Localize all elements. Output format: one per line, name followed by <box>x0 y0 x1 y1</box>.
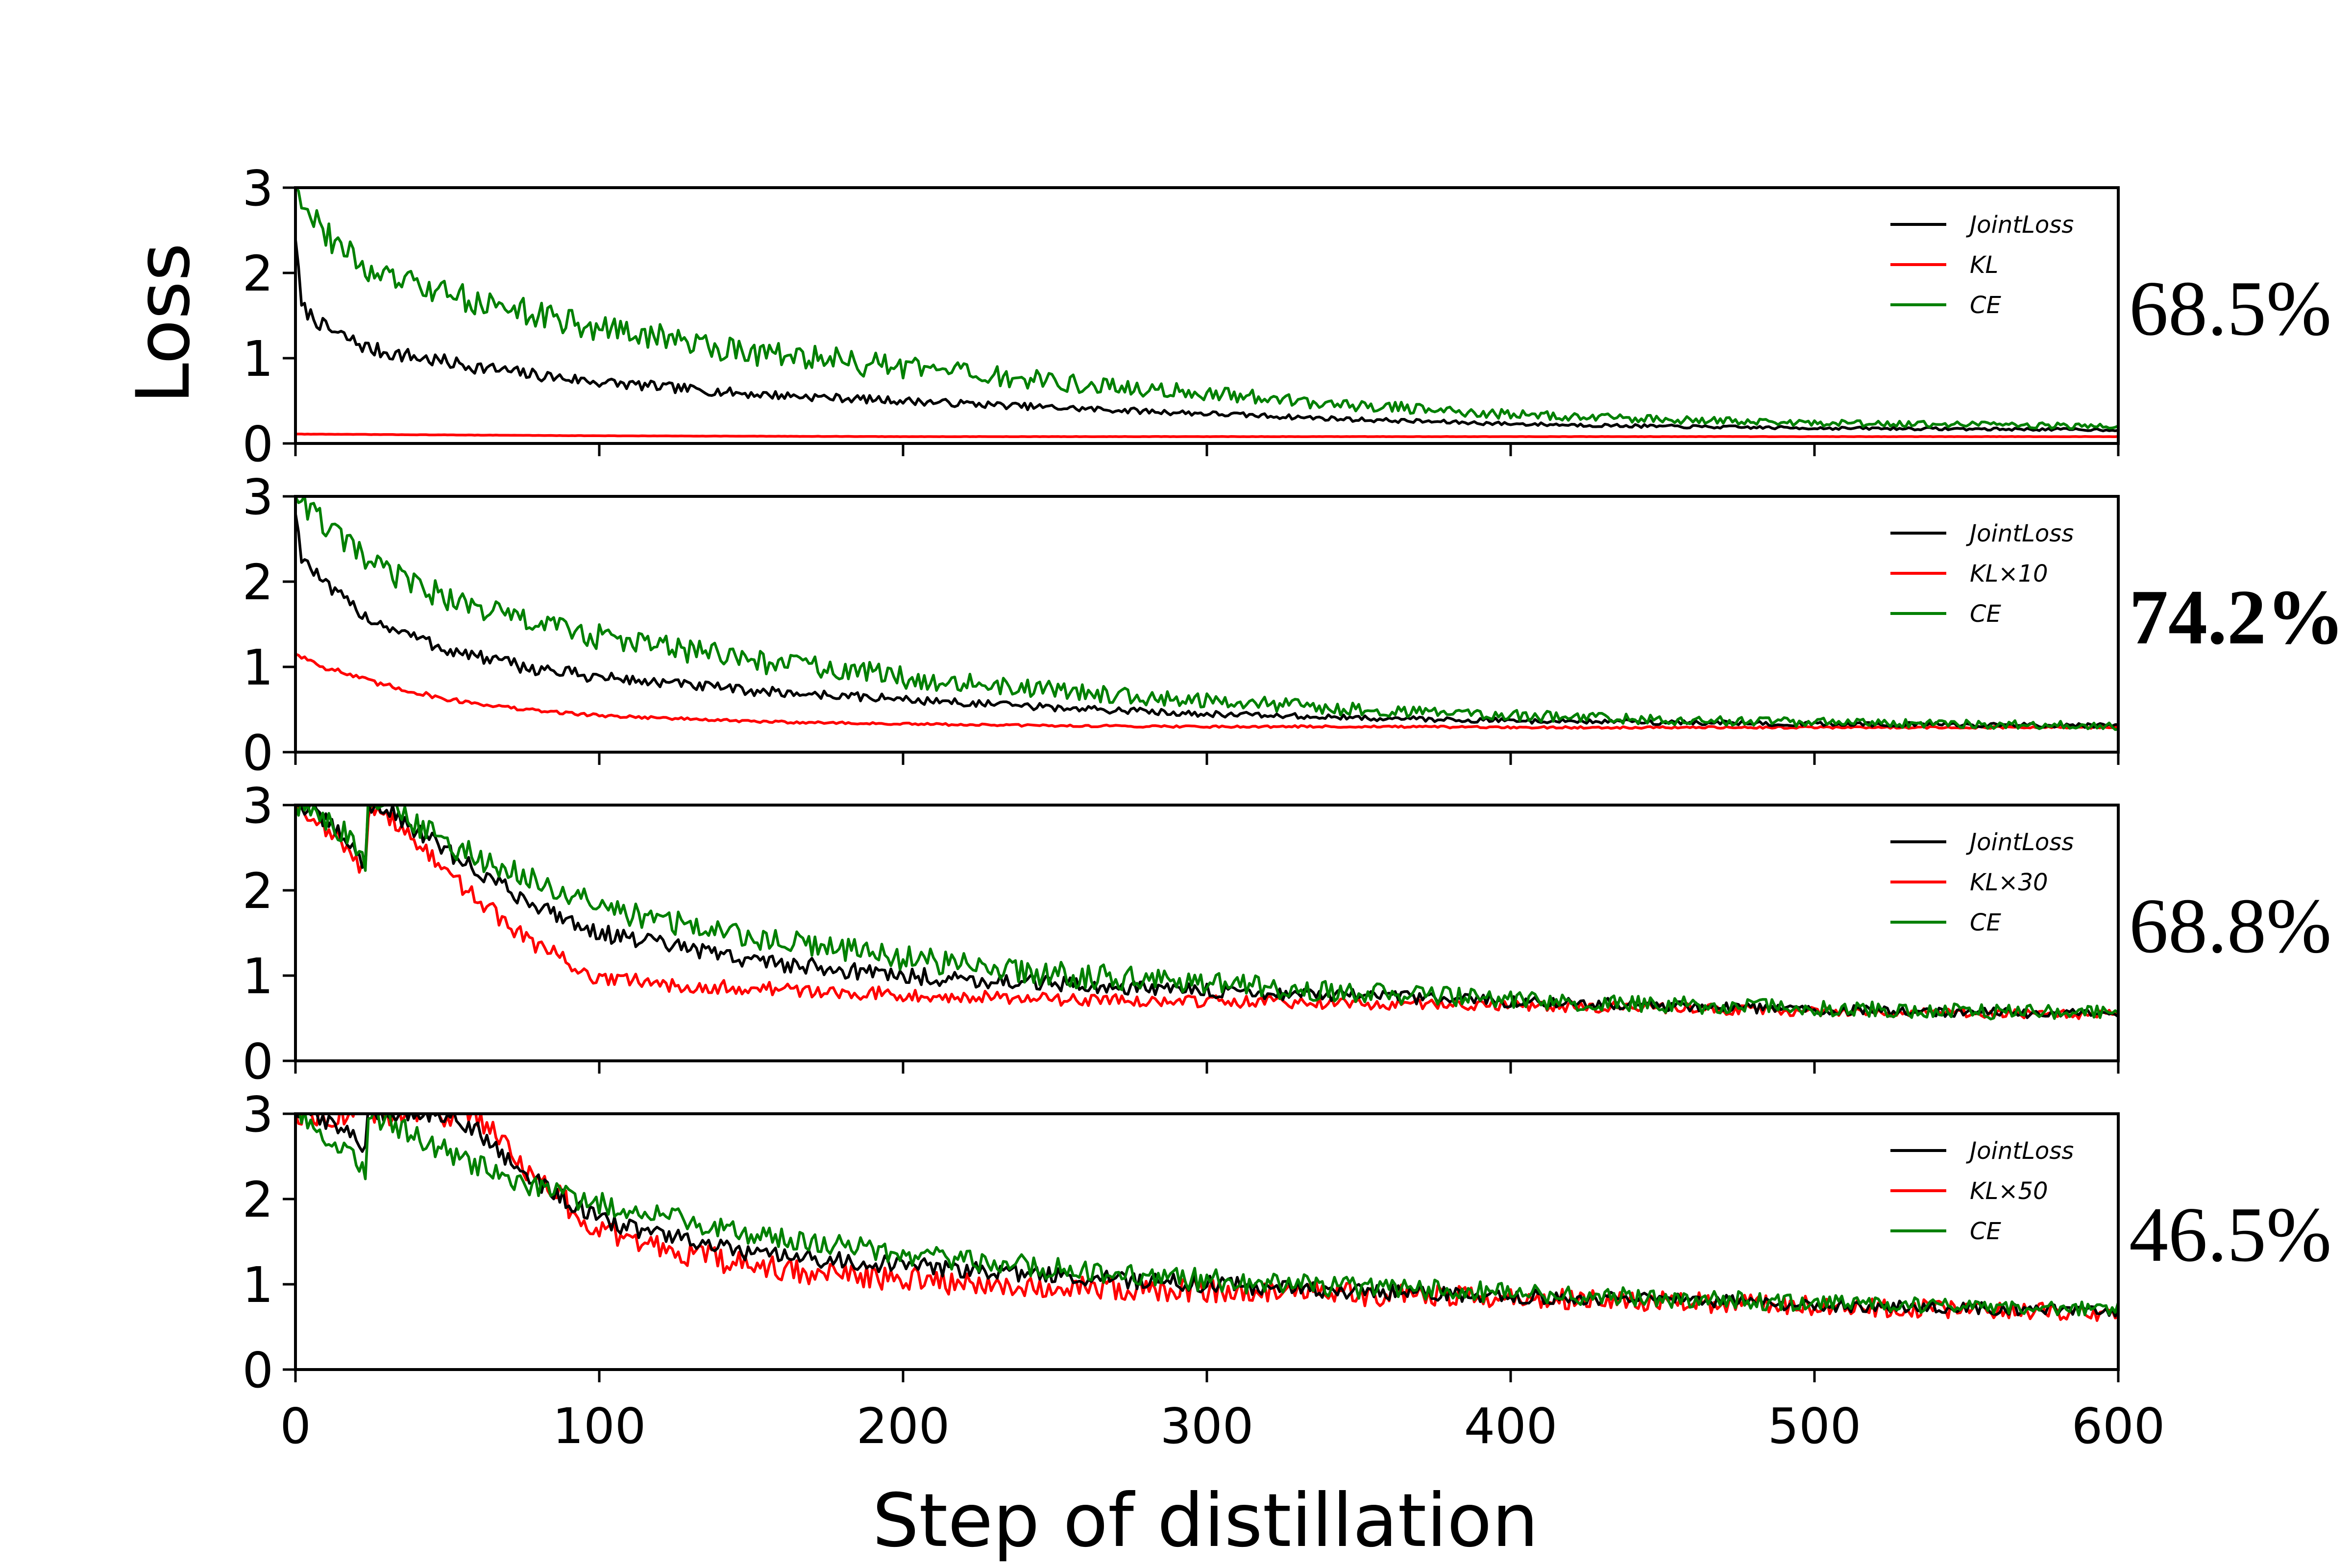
y-tick-label: 3 <box>242 160 273 217</box>
accuracy-label: 68.5% <box>2129 265 2331 352</box>
series-line-kl <box>295 433 2118 439</box>
y-tick-label: 0 <box>242 724 273 782</box>
y-tick-label: 1 <box>242 330 273 388</box>
y-tick-label: 2 <box>242 554 273 611</box>
legend: JointLoss KL×10 CE <box>1890 520 2074 628</box>
series-line-ce <box>295 1114 2118 1317</box>
accuracy-label: 74.2% <box>2129 573 2345 661</box>
series-line-jointloss <box>295 805 2118 1019</box>
x-tick-label: 500 <box>1768 1397 1862 1455</box>
plot-frame <box>294 1112 2120 1371</box>
series-group <box>295 805 2118 1021</box>
series-line-ce <box>295 188 2118 430</box>
plot-frame <box>294 804 2120 1062</box>
legend-label: CE <box>1970 292 2002 319</box>
series-line-kl10 <box>295 653 2118 730</box>
panel-1: 0 1 2 3 JointLoss KL CE 68.5% <box>242 160 2331 473</box>
series-group <box>295 496 2118 731</box>
x-tick-label: 200 <box>857 1397 950 1455</box>
legend: JointLoss KL×30 CE <box>1890 829 2074 936</box>
x-tick-label: 300 <box>1160 1397 1254 1455</box>
series-line-ce <box>295 496 2118 731</box>
legend-label: KL <box>1970 251 1998 279</box>
accuracy-label: 46.5% <box>2129 1191 2331 1278</box>
x-axis-label: Step of distillation <box>872 1478 1539 1564</box>
y-tick-label: 3 <box>242 777 273 834</box>
series-group <box>295 188 2118 439</box>
accuracy-label: 68.8% <box>2129 882 2331 969</box>
y-tick-label: 0 <box>242 1342 273 1399</box>
series-group <box>295 1114 2118 1322</box>
legend-label: KL×30 <box>1970 869 2048 896</box>
y-tick-label: 0 <box>242 1033 273 1090</box>
legend-label: JointLoss <box>1966 520 2074 547</box>
y-tick-label: 3 <box>242 1086 273 1143</box>
y-tick-label: 3 <box>242 468 273 526</box>
y-axis-label: Loss <box>121 243 206 404</box>
x-tick-label: 400 <box>1464 1397 1558 1455</box>
legend-label: KL×50 <box>1970 1177 2048 1205</box>
x-tick-label: 100 <box>553 1397 646 1455</box>
legend: JointLoss KL×50 CE <box>1890 1137 2074 1245</box>
y-tick-label: 2 <box>242 245 273 302</box>
x-tick-label: 600 <box>2072 1397 2165 1455</box>
series-line-jointloss <box>295 239 2118 433</box>
legend-label: CE <box>1970 600 2002 628</box>
panel-3: 0 1 2 3 JointLoss KL×30 CE 68.8% <box>242 777 2331 1090</box>
y-tick-label: 0 <box>242 416 273 473</box>
x-tick-label: 0 <box>280 1397 311 1455</box>
series-line-ce <box>295 805 2118 1021</box>
y-tick-label: 1 <box>242 1256 273 1314</box>
legend-label: CE <box>1970 909 2002 936</box>
y-tick-label: 2 <box>242 862 273 920</box>
legend-label: JointLoss <box>1966 1137 2074 1165</box>
series-line-jointloss <box>295 1114 2118 1318</box>
legend-label: KL×10 <box>1970 560 2048 588</box>
legend-label: JointLoss <box>1966 211 2074 239</box>
y-tick-label: 1 <box>242 639 273 696</box>
legend-label: CE <box>1970 1218 2002 1245</box>
panel-4: 0 1 2 3 0 100 200 300 400 500 600 JointLoss KL×50 CE 4… <box>242 1086 2331 1455</box>
panel-2: 0 1 2 3 JointLoss KL×10 CE 74.2% <box>242 468 2345 782</box>
y-tick-label: 2 <box>242 1171 273 1228</box>
legend-label: JointLoss <box>1966 829 2074 856</box>
legend: JointLoss KL CE <box>1890 211 2074 319</box>
y-tick-label: 1 <box>242 948 273 1005</box>
